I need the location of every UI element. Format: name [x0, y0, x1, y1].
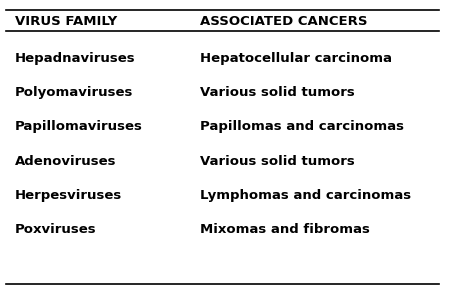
Text: Hepatocellular carcinoma: Hepatocellular carcinoma — [200, 52, 392, 65]
Text: Poxviruses: Poxviruses — [15, 223, 96, 236]
Text: Papillomas and carcinomas: Papillomas and carcinomas — [200, 120, 403, 133]
Text: Adenoviruses: Adenoviruses — [15, 155, 116, 168]
Text: ASSOCIATED CANCERS: ASSOCIATED CANCERS — [200, 15, 367, 28]
Text: Papillomaviruses: Papillomaviruses — [15, 120, 142, 133]
Text: Lymphomas and carcinomas: Lymphomas and carcinomas — [200, 189, 411, 202]
Text: Herpesviruses: Herpesviruses — [15, 189, 122, 202]
Text: VIRUS FAMILY: VIRUS FAMILY — [15, 15, 117, 28]
Text: Various solid tumors: Various solid tumors — [200, 155, 354, 168]
Text: Polyomaviruses: Polyomaviruses — [15, 86, 133, 99]
Text: Hepadnaviruses: Hepadnaviruses — [15, 52, 135, 65]
Text: Various solid tumors: Various solid tumors — [200, 86, 354, 99]
Text: Mixomas and fibromas: Mixomas and fibromas — [200, 223, 369, 236]
